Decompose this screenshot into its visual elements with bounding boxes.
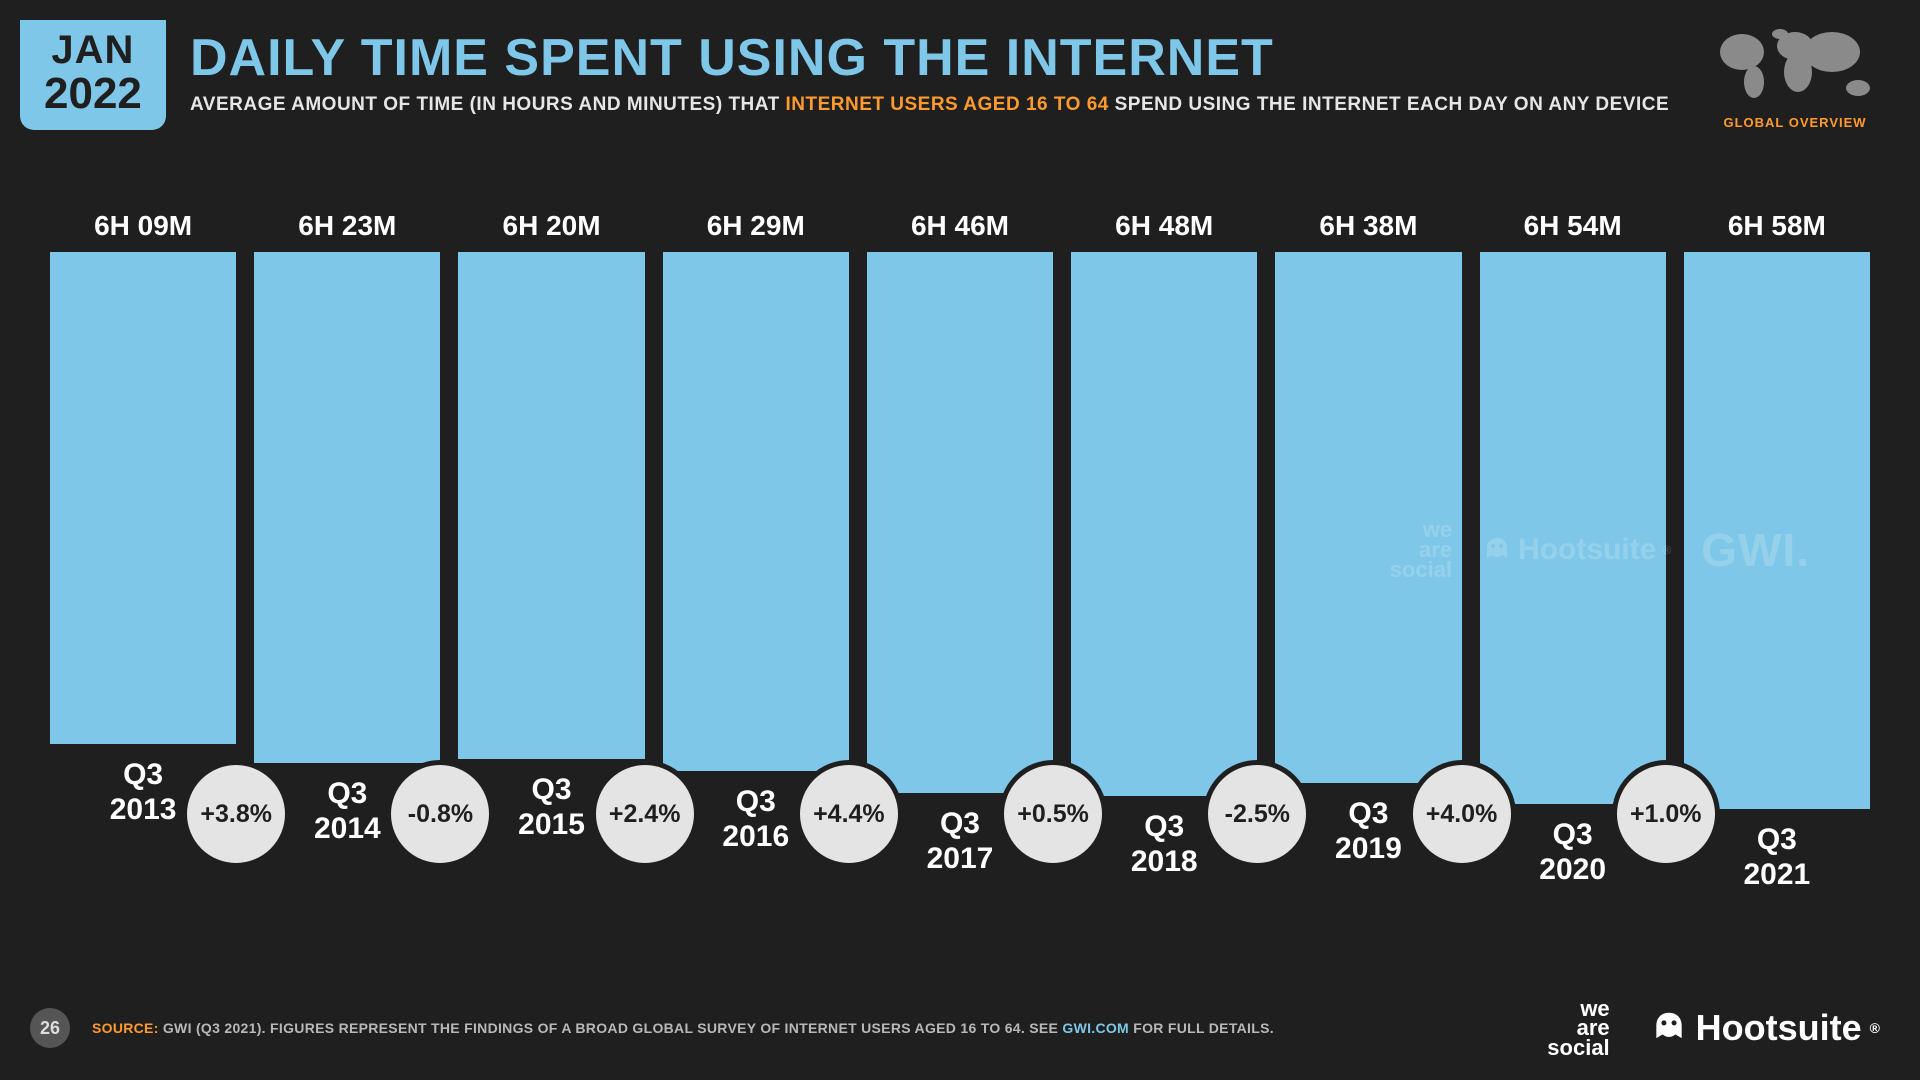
map-label: GLOBAL OVERVIEW bbox=[1710, 115, 1880, 130]
delta-badge: +0.5% bbox=[999, 760, 1107, 868]
delta-badge: +4.4% bbox=[795, 760, 903, 868]
bar-label: Q32017 bbox=[927, 807, 994, 876]
date-badge: JAN 2022 bbox=[20, 20, 166, 130]
footer-brands: wearesocial Hootsuite® bbox=[1547, 999, 1880, 1058]
bar-value: 6H 54M bbox=[1524, 210, 1622, 242]
delta-badge: +3.8% bbox=[182, 760, 290, 868]
bar bbox=[458, 252, 644, 759]
source-link: GWI.COM bbox=[1062, 1020, 1129, 1036]
subtitle-post: SPEND USING THE INTERNET EACH DAY ON ANY… bbox=[1109, 94, 1669, 115]
bar bbox=[663, 252, 849, 771]
bar-label: Q32013 bbox=[110, 758, 177, 827]
owl-icon bbox=[1650, 1009, 1688, 1047]
bar-value: 6H 38M bbox=[1319, 210, 1417, 242]
source-text-1: GWI (Q3 2021). FIGURES REPRESENT THE FIN… bbox=[159, 1020, 1063, 1036]
subtitle-highlight: INTERNET USERS AGED 16 TO 64 bbox=[785, 94, 1108, 115]
bar bbox=[50, 252, 236, 744]
bar-slot: 6H 09MQ32013+3.8% bbox=[50, 210, 236, 930]
date-month: JAN bbox=[44, 30, 142, 70]
bar-value: 6H 58M bbox=[1728, 210, 1826, 242]
bar-chart: 6H 09M Q32013+3.8% 6H 23M Q32014-0.8% 6H 20M… bbox=[50, 210, 1870, 930]
bar-value: 6H 46M bbox=[911, 210, 1009, 242]
bar-value: 6H 29M bbox=[707, 210, 805, 242]
bar-value: 6H 48M bbox=[1115, 210, 1213, 242]
delta-badge: -2.5% bbox=[1203, 760, 1311, 868]
footer: 26 SOURCE: GWI (Q3 2021). FIGURES REPRES… bbox=[30, 999, 1880, 1058]
bar-label: Q32016 bbox=[722, 785, 789, 854]
bar-label: Q32018 bbox=[1131, 810, 1198, 879]
subtitle-pre: AVERAGE AMOUNT OF TIME (IN HOURS AND MIN… bbox=[190, 94, 785, 115]
bar-label: Q32015 bbox=[518, 773, 585, 842]
page-subtitle: AVERAGE AMOUNT OF TIME (IN HOURS AND MIN… bbox=[190, 94, 1700, 116]
source-attribution: SOURCE: GWI (Q3 2021). FIGURES REPRESENT… bbox=[92, 1020, 1525, 1036]
world-map-icon bbox=[1710, 20, 1880, 110]
bar-label: Q32020 bbox=[1539, 818, 1606, 887]
bar-value: 6H 20M bbox=[503, 210, 601, 242]
header: DAILY TIME SPENT USING THE INTERNET AVER… bbox=[190, 28, 1700, 116]
delta-badge: -0.8% bbox=[386, 760, 494, 868]
date-year: 2022 bbox=[44, 72, 142, 116]
bar bbox=[867, 252, 1053, 793]
bar bbox=[254, 252, 440, 763]
bar-value: 6H 09M bbox=[94, 210, 192, 242]
world-map: GLOBAL OVERVIEW bbox=[1710, 20, 1880, 130]
bar bbox=[1684, 252, 1870, 809]
delta-badge: +1.0% bbox=[1612, 760, 1720, 868]
source-label: SOURCE: bbox=[92, 1020, 159, 1036]
bar-label: Q32021 bbox=[1743, 823, 1810, 892]
bar-label: Q32019 bbox=[1335, 797, 1402, 866]
bar bbox=[1480, 252, 1666, 804]
delta-badge: +4.0% bbox=[1408, 760, 1516, 868]
page-title: DAILY TIME SPENT USING THE INTERNET bbox=[190, 28, 1700, 88]
bar bbox=[1071, 252, 1257, 796]
brand-hootsuite: Hootsuite® bbox=[1650, 1007, 1880, 1049]
bar-label: Q32014 bbox=[314, 777, 381, 846]
page-number: 26 bbox=[30, 1008, 70, 1048]
delta-badge: +2.4% bbox=[591, 760, 699, 868]
source-text-2: FOR FULL DETAILS. bbox=[1129, 1020, 1274, 1036]
bar-value: 6H 23M bbox=[298, 210, 396, 242]
bar bbox=[1275, 252, 1461, 783]
brand-wearesocial: wearesocial bbox=[1547, 999, 1609, 1058]
